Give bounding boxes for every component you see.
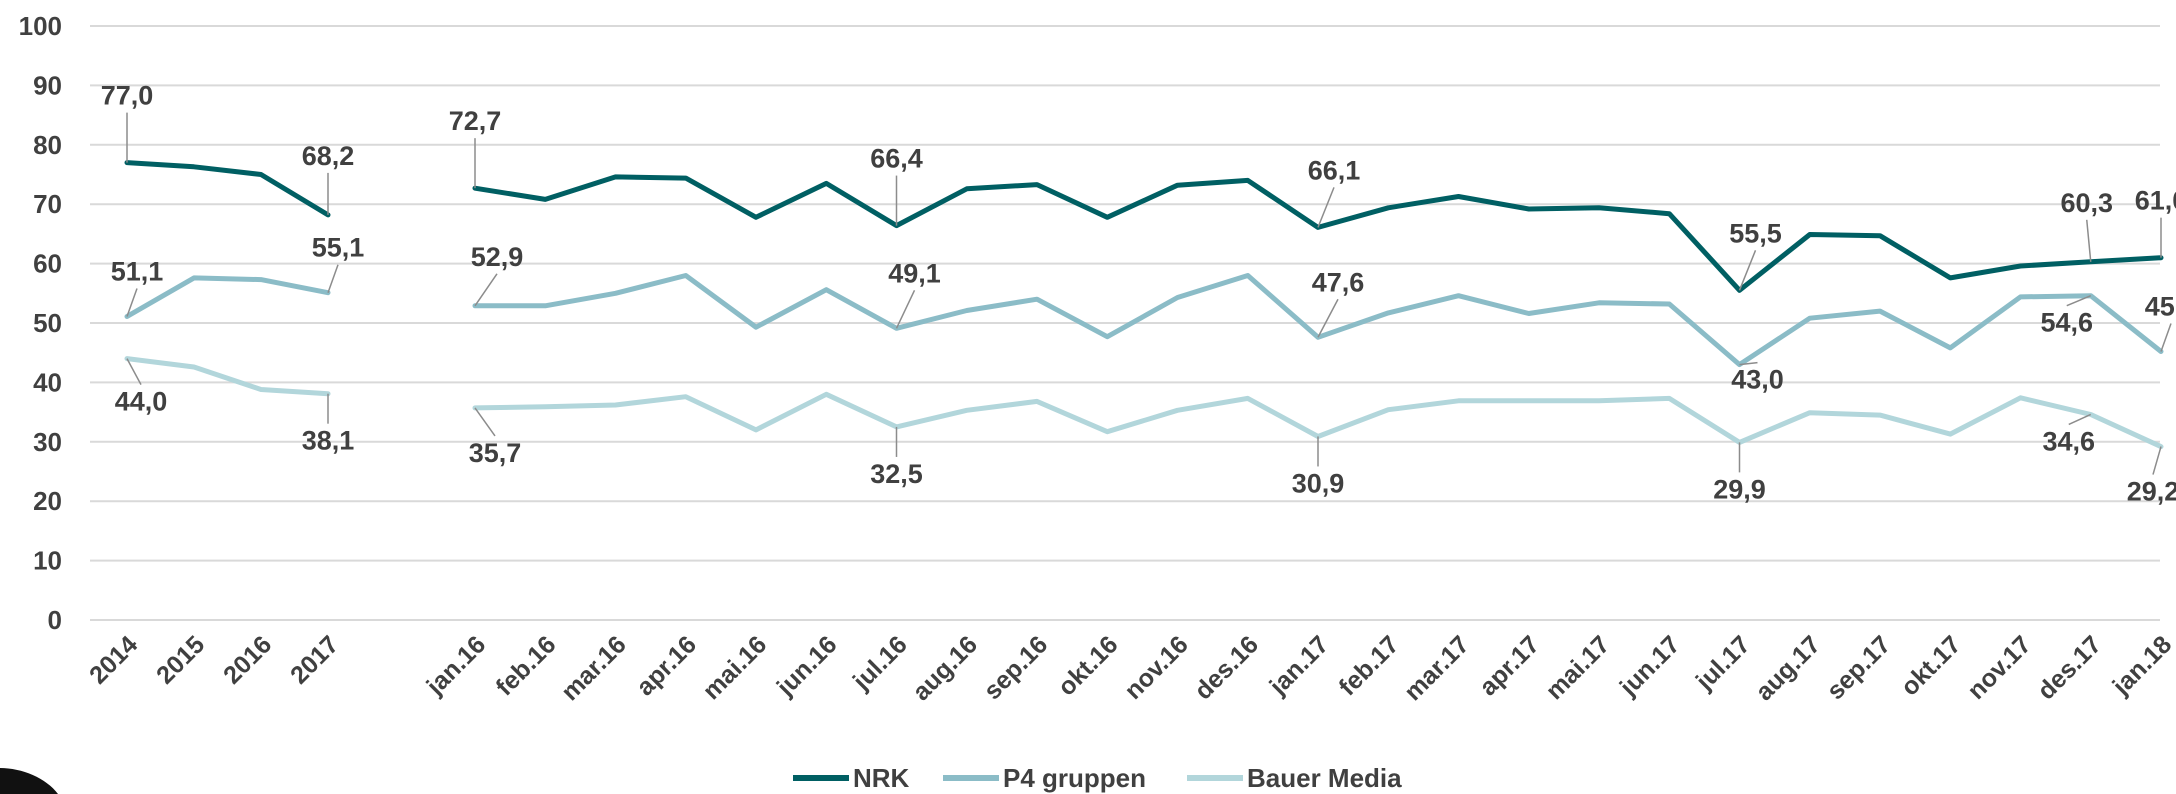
y-tick-label: 50 [33, 308, 62, 338]
y-tick-label: 20 [33, 486, 62, 516]
legend-label: Bauer Media [1247, 763, 1402, 793]
x-tick-label: jan.17 [1264, 630, 1335, 701]
series-line-p4-gruppen [472, 273, 2164, 368]
x-tick-label: jan.16 [421, 630, 492, 701]
x-tick-label: feb.17 [1334, 630, 1405, 701]
data-label-leader [1739, 361, 1758, 366]
data-label: 72,7 [449, 106, 502, 136]
data-label-leader [327, 264, 339, 293]
data-label-leader [2086, 219, 2092, 262]
data-label: 61,0 [2135, 186, 2176, 216]
legend-label: P4 gruppen [1003, 763, 1146, 793]
series-line-bauer-media [124, 356, 331, 397]
y-tick-label: 40 [33, 367, 62, 397]
data-label: 47,6 [1312, 267, 1365, 297]
x-tick-label: des.16 [1189, 630, 1264, 705]
x-tick-label: nov.17 [1962, 630, 2036, 704]
data-labels: 77,0 68,2 72,7 66,4 66,1 55,5 60,3 61,0 51,1 55,1… [101, 81, 2176, 507]
data-label-leader [126, 288, 138, 317]
x-tick-label: sep.16 [978, 630, 1053, 705]
x-tick-label: aug.16 [907, 630, 983, 706]
legend-label: NRK [853, 763, 910, 793]
x-tick-label: jul.16 [847, 630, 913, 696]
data-label: 66,1 [1308, 155, 1361, 185]
data-label-leader [2066, 294, 2092, 307]
data-label: 30,9 [1292, 468, 1345, 498]
series-line-p4-gruppen [124, 275, 331, 319]
data-label: 68,2 [302, 141, 355, 171]
y-tick-label: 0 [48, 605, 62, 635]
data-label: 35,7 [469, 438, 522, 468]
x-tick-label: okt.16 [1053, 630, 1124, 701]
data-label: 55,1 [312, 233, 365, 263]
data-label-leader [2068, 413, 2092, 426]
data-label: 29,9 [1713, 474, 1766, 504]
y-axis: 0 10 20 30 40 50 60 70 80 90 100 [19, 11, 62, 635]
data-label-leader [1317, 298, 1339, 338]
x-tick-label: 2017 [285, 630, 344, 689]
data-label-leader [895, 290, 916, 329]
corner-logo-arc [0, 768, 58, 794]
gridlines [90, 25, 2160, 621]
data-label: 43,0 [1731, 365, 1784, 395]
legend: NRK P4 gruppen Bauer Media [793, 763, 1402, 793]
y-tick-label: 70 [33, 189, 62, 219]
data-label: 38,1 [302, 426, 355, 456]
x-tick-label: jun.17 [1614, 630, 1686, 702]
x-tick-label: des.17 [2032, 630, 2107, 705]
data-label: 77,0 [101, 81, 154, 111]
x-tick-label: apr.17 [1474, 630, 1545, 701]
y-tick-label: 80 [33, 130, 62, 160]
x-tick-label: mar.16 [556, 630, 632, 706]
series-lines [124, 160, 2164, 450]
x-tick-label: mai.16 [697, 630, 772, 705]
data-label: 29,2 [2127, 477, 2176, 507]
y-tick-label: 60 [33, 249, 62, 279]
x-tick-label: 2014 [84, 630, 143, 689]
x-tick-label: feb.16 [491, 630, 562, 701]
data-label-leader [2160, 323, 2172, 352]
x-tick-label: jun.16 [771, 630, 843, 702]
data-label: 32,5 [870, 459, 923, 489]
y-tick-label: 100 [19, 11, 62, 41]
x-tick-label: jan.18 [2107, 630, 2176, 701]
x-tick-label: sep.17 [1821, 630, 1896, 705]
data-label-leader [126, 358, 142, 385]
x-tick-label: mar.17 [1399, 630, 1475, 706]
series-line-nrk [124, 160, 331, 218]
data-label: 49,1 [888, 258, 941, 288]
x-tick-label: 2016 [218, 630, 277, 689]
data-label-leader [1738, 250, 1757, 291]
data-label: 51,1 [111, 256, 164, 286]
data-label-leader [474, 407, 496, 437]
x-tick-label: okt.17 [1896, 630, 1967, 701]
data-label-leader [2152, 446, 2162, 475]
data-label: 55,5 [1729, 218, 1782, 248]
x-tick-label: apr.16 [631, 630, 702, 701]
y-tick-label: 10 [33, 546, 62, 576]
data-label: 45,2 [2145, 292, 2176, 322]
data-label: 34,6 [2042, 426, 2095, 456]
data-label: 60,3 [2060, 188, 2113, 218]
x-tick-label: mai.17 [1540, 630, 1615, 705]
series-line-nrk [472, 174, 2164, 293]
data-label: 54,6 [2040, 308, 2093, 338]
x-tick-label: aug.17 [1750, 630, 1826, 706]
x-tick-label: jul.17 [1690, 630, 1756, 696]
data-label: 44,0 [115, 387, 168, 417]
data-label: 52,9 [471, 242, 524, 272]
y-tick-label: 30 [33, 427, 62, 457]
data-label: 66,4 [870, 144, 923, 174]
x-tick-label: nov.16 [1119, 630, 1193, 704]
data-label-leader [1317, 187, 1335, 228]
data-label-leader [474, 273, 498, 307]
y-tick-label: 90 [33, 70, 62, 100]
x-tick-label: 2015 [151, 630, 210, 689]
